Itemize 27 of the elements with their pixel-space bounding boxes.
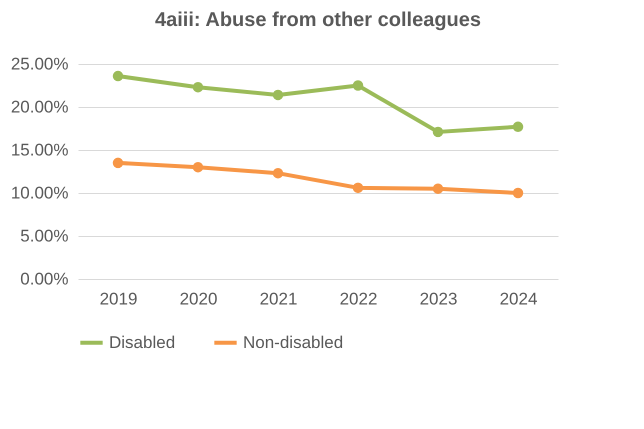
y-tick-label: 25.00%: [10, 54, 68, 74]
point: [512, 122, 524, 132]
chart-title: 4aiii: Abuse from other colleagues: [154, 9, 482, 31]
point: [192, 162, 204, 172]
x-tick-label: 2019: [100, 290, 138, 308]
x-tick-label: 2023: [420, 290, 458, 308]
legend-label: Disabled: [109, 332, 176, 352]
point: [192, 82, 204, 92]
point: [512, 188, 524, 198]
x-tick-label: 2020: [180, 290, 218, 308]
point: [352, 182, 364, 194]
x-tick-label: 2021: [260, 290, 298, 308]
legend-label: Non-disabled: [243, 332, 344, 352]
point: [352, 80, 364, 91]
y-tick-label: 15.00%: [10, 140, 68, 160]
point: [272, 90, 284, 100]
x-tick-label: 2022: [340, 290, 378, 308]
y-tick-label: 5.00%: [20, 226, 68, 246]
y-tick-label: 10.00%: [10, 184, 68, 202]
y-tick-label: 20.00%: [10, 98, 68, 116]
point: [272, 168, 284, 178]
x-tick-label: 2024: [500, 290, 538, 308]
point: [112, 70, 124, 82]
point: [432, 126, 444, 138]
point: [432, 183, 444, 194]
y-tick-label: 0.00%: [20, 270, 68, 288]
point: [112, 158, 124, 168]
